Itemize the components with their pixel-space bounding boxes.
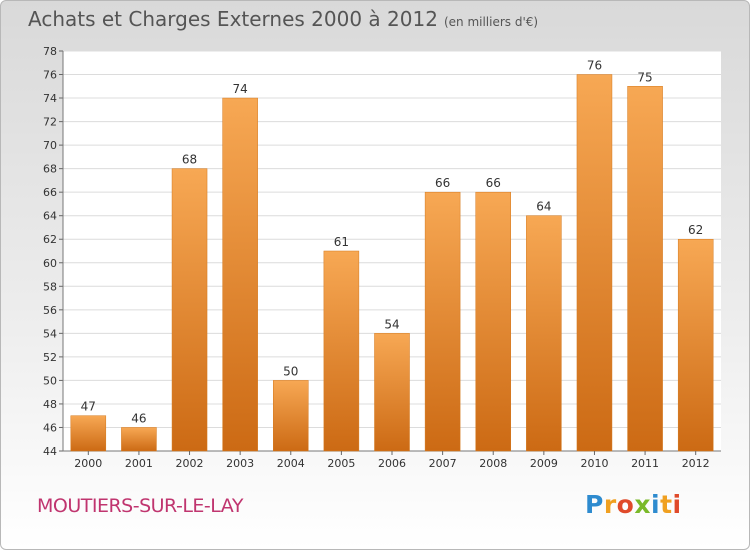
data-label: 46 <box>131 411 146 425</box>
data-label: 50 <box>283 364 298 378</box>
bar-2012 <box>677 238 714 452</box>
bar-2000 <box>70 415 107 452</box>
bar-2006 <box>374 333 410 452</box>
town-name: MOUTIERS-SUR-LE-LAY <box>37 495 243 517</box>
y-tick-label: 50 <box>43 374 57 387</box>
data-label: 61 <box>334 235 349 249</box>
bar-2007 <box>424 191 461 452</box>
x-tick-label: 2000 <box>74 457 102 470</box>
y-tick-label: 46 <box>43 421 57 434</box>
bar-2009 <box>526 215 562 452</box>
chart-subtitle: (en milliers d'€) <box>443 15 539 29</box>
y-tick-label: 72 <box>43 116 57 129</box>
y-tick-label: 68 <box>43 163 57 176</box>
x-tick-label: 2007 <box>429 457 457 470</box>
y-tick-label: 64 <box>43 210 57 223</box>
x-tick-label: 2012 <box>682 457 710 470</box>
y-tick-label: 58 <box>43 280 57 293</box>
x-tick-label: 2008 <box>479 457 507 470</box>
title-text: Achats et Charges Externes 2000 à 2012 <box>28 7 438 31</box>
data-label: 62 <box>688 223 703 237</box>
data-label: 47 <box>81 400 96 414</box>
y-tick-label: 62 <box>43 233 57 246</box>
data-label: 64 <box>536 200 551 214</box>
y-tick-label: 56 <box>43 304 57 317</box>
y-tick-label: 52 <box>43 351 57 364</box>
data-label: 66 <box>435 176 450 190</box>
data-label: 68 <box>182 153 197 167</box>
bar-2003 <box>222 97 258 452</box>
x-tick-label: 2001 <box>125 457 153 470</box>
bar-2004 <box>273 380 309 452</box>
y-tick-label: 44 <box>43 445 57 458</box>
data-label: 75 <box>637 70 652 84</box>
proxiti-logo: Proxiti <box>585 490 682 519</box>
x-tick-label: 2004 <box>277 457 305 470</box>
x-tick-label: 2002 <box>176 457 204 470</box>
bar-2005 <box>323 250 360 452</box>
y-tick-label: 66 <box>43 186 57 199</box>
y-tick-label: 78 <box>43 45 57 58</box>
chart-title: Achats et Charges Externes 2000 à 2012 (e… <box>28 7 538 31</box>
data-label: 76 <box>587 59 602 73</box>
bar-2002 <box>171 168 208 452</box>
y-tick-label: 60 <box>43 257 57 270</box>
y-tick-label: 70 <box>43 139 57 152</box>
x-tick-label: 2009 <box>530 457 558 470</box>
x-tick-label: 2005 <box>327 457 355 470</box>
y-tick-label: 74 <box>43 92 57 105</box>
x-tick-label: 2011 <box>631 457 659 470</box>
data-label: 74 <box>233 82 248 96</box>
bar-2011 <box>627 86 663 452</box>
y-tick-label: 54 <box>43 327 57 340</box>
bar-2001 <box>121 427 157 452</box>
data-label: 54 <box>384 317 399 331</box>
x-tick-label: 2010 <box>580 457 608 470</box>
data-label: 66 <box>486 176 501 190</box>
bar-2010 <box>576 74 613 452</box>
y-tick-label: 48 <box>43 398 57 411</box>
bar-2008 <box>475 191 511 452</box>
x-tick-label: 2006 <box>378 457 406 470</box>
x-tick-label: 2003 <box>226 457 254 470</box>
y-tick-label: 76 <box>43 69 57 82</box>
